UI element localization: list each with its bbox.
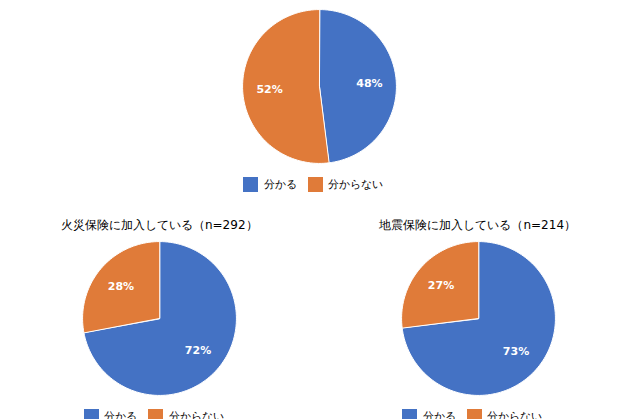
html-text:分からない: 分からない <box>328 178 383 191</box>
html-text:火災保険に加入している（n=292）: 火災保険に加入している（n=292） <box>61 217 258 232</box>
svg-text:27%: 27% <box>428 278 454 291</box>
svg-text:48%: 48% <box>356 77 382 90</box>
html-text:分かる: 分かる <box>263 178 297 191</box>
svg-text:72%: 72% <box>185 343 211 356</box>
html-text:地震保険に加入している（n=214）: 地震保険に加入している（n=214） <box>379 217 576 232</box>
svg-text:52%: 52% <box>256 83 282 96</box>
svg-text:73%: 73% <box>503 345 529 358</box>
svg-text:28%: 28% <box>108 280 134 293</box>
